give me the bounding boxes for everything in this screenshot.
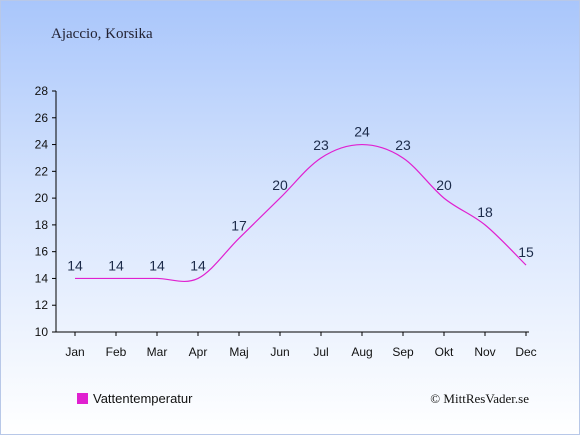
x-tick-label: Mar [147, 345, 168, 359]
data-label: 23 [313, 137, 329, 153]
y-tick-label: 20 [35, 191, 49, 205]
x-ticks: Jan Feb Mar Apr Maj Jun Jul Aug Sep Okt Nov Dec [65, 332, 537, 359]
chart-title: Ajaccio, Korsika [51, 26, 153, 42]
y-tick-label: 14 [35, 271, 49, 285]
series [74, 143, 527, 282]
data-label: 14 [149, 257, 165, 273]
y-tick-label: 26 [35, 111, 49, 125]
data-label: 20 [272, 177, 288, 193]
y-tick-label: 10 [35, 325, 49, 339]
x-tick-label: Jul [313, 345, 328, 359]
x-tick-label: Jan [65, 345, 84, 359]
data-label: 24 [354, 124, 370, 140]
data-label: 18 [477, 204, 493, 220]
y-tick-label: 28 [35, 84, 49, 98]
data-label: 15 [518, 244, 534, 260]
x-tick-label: Feb [106, 345, 127, 359]
axes [55, 91, 529, 333]
y-tick-label: 22 [35, 164, 49, 178]
x-tick-label: Dec [515, 345, 536, 359]
data-label: 17 [231, 217, 247, 233]
data-label: 14 [190, 257, 206, 273]
data-label: 14 [108, 257, 124, 273]
x-tick-label: Jun [270, 345, 289, 359]
series-line [74, 143, 527, 282]
legend-swatch [77, 393, 88, 404]
y-ticks: 10 12 14 16 18 20 22 24 26 28 [35, 84, 56, 339]
x-tick-label: Sep [392, 345, 414, 359]
data-labels: 14 14 14 14 17 20 23 24 23 20 18 15 [67, 124, 534, 274]
x-tick-label: Nov [474, 345, 495, 359]
y-tick-label: 16 [35, 245, 49, 259]
y-tick-label: 24 [35, 138, 49, 152]
y-tick-label: 18 [35, 218, 49, 232]
legend-label: Vattentemperatur [93, 391, 193, 406]
y-tick-label: 12 [35, 298, 49, 312]
data-label: 14 [67, 257, 83, 273]
x-tick-label: Okt [435, 345, 454, 359]
data-label: 23 [395, 137, 411, 153]
x-tick-label: Aug [351, 345, 372, 359]
x-tick-label: Maj [229, 345, 248, 359]
x-tick-label: Apr [189, 345, 208, 359]
data-label: 20 [436, 177, 452, 193]
credit-text: © MittResVader.se [430, 391, 529, 406]
